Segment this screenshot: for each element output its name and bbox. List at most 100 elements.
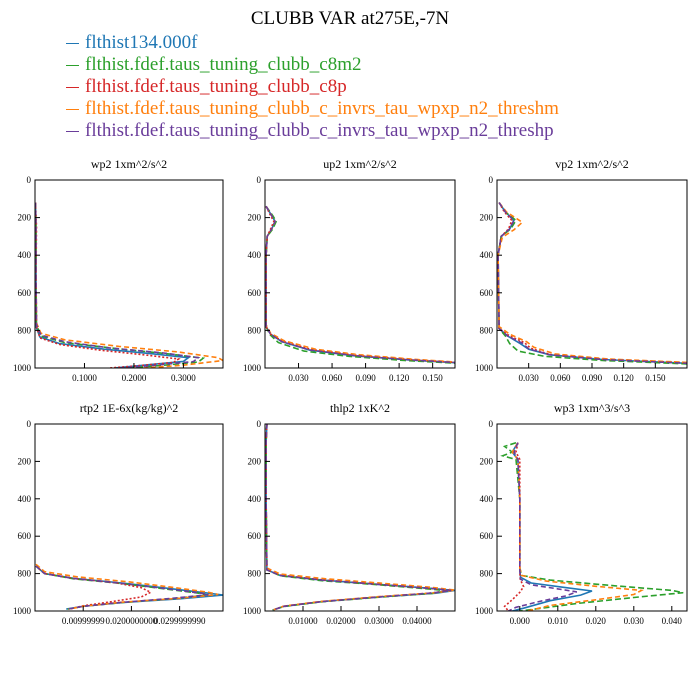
series-line — [497, 202, 687, 365]
legend-line-icon — [66, 109, 79, 111]
y-tick-label: 400 — [18, 250, 32, 260]
x-tick-label: 0.030 — [288, 373, 309, 383]
y-tick-label: 200 — [248, 456, 262, 466]
panel-title: wp3 1xm^3/s^3 — [554, 401, 630, 415]
panel-title: rtp2 1E-6x(kg/kg)^2 — [80, 401, 179, 415]
legend-line-icon — [66, 65, 79, 67]
y-tick-label: 200 — [248, 213, 262, 223]
y-tick-label: 1000 — [243, 606, 262, 616]
y-tick-label: 0 — [257, 419, 262, 429]
legend-item: flthist.fdef.taus_tuning_clubb_c8m2 — [66, 54, 559, 76]
chart-panel-4: rtp2 1E-6x(kg/kg)^2 0 200 400 600 800 1000 0.00… — [13, 401, 224, 626]
legend-line-icon — [66, 87, 79, 89]
chart-panel-1: wp2 1xm^2/s^2 0 200 400 600 800 1000 0.1000 0.20… — [13, 157, 224, 383]
panel-title: wp2 1xm^2/s^2 — [91, 157, 167, 171]
series-line — [35, 202, 206, 368]
legend-item: flthist134.000f — [66, 32, 559, 54]
legend-item: flthist.fdef.taus_tuning_clubb_c_invrs_t… — [66, 98, 559, 120]
chart-panel-3: vp2 1xm^2/s^2 0 200 400 600 800 1000 0.030 0.060… — [475, 157, 688, 383]
y-tick-label: 800 — [480, 569, 494, 579]
series-line — [508, 442, 578, 611]
y-tick-label: 600 — [248, 531, 262, 541]
x-tick-label: 0.3000 — [171, 373, 196, 383]
y-tick-label: 400 — [248, 494, 262, 504]
series-line — [35, 565, 209, 610]
series-line — [265, 205, 455, 363]
legend-item: flthist.fdef.taus_tuning_clubb_c_invrs_t… — [66, 120, 559, 142]
x-tick-label: 0.1000 — [72, 373, 97, 383]
series-line — [497, 202, 687, 365]
y-tick-label: 200 — [18, 213, 32, 223]
series-line — [503, 442, 525, 611]
legend-label: flthist.fdef.taus_tuning_clubb_c_invrs_t… — [85, 98, 559, 119]
legend-label: flthist.fdef.taus_tuning_clubb_c8m2 — [85, 54, 362, 75]
legend-label: flthist.fdef.taus_tuning_clubb_c8p — [85, 76, 347, 97]
plot-frame — [264, 423, 456, 612]
y-tick-label: 800 — [248, 325, 262, 335]
x-tick-label: 0.0200000000 — [106, 616, 158, 626]
x-tick-label: 0.00999999 — [62, 616, 105, 626]
y-tick-label: 0 — [489, 419, 494, 429]
x-tick-label: 0.150 — [645, 373, 666, 383]
series-line — [500, 441, 684, 611]
series-line — [35, 202, 191, 368]
series-line — [497, 202, 687, 365]
x-tick-label: 0.0299999990 — [154, 616, 206, 626]
y-tick-label: 1000 — [475, 363, 494, 373]
y-tick-label: 0 — [27, 175, 32, 185]
series-line — [511, 442, 593, 611]
y-tick-label: 1000 — [13, 363, 32, 373]
x-tick-label: 0.120 — [389, 373, 410, 383]
y-tick-label: 400 — [480, 494, 494, 504]
figure-title: CLUBB VAR at275E,-7N — [250, 8, 450, 29]
y-tick-label: 600 — [480, 531, 494, 541]
series-line — [265, 424, 452, 611]
legend-item: flthist.fdef.taus_tuning_clubb_c8p — [66, 76, 559, 98]
x-tick-label: 0.120 — [614, 373, 635, 383]
plot-frame — [264, 179, 456, 369]
legend-line-icon — [66, 43, 79, 45]
plot-frame — [34, 179, 224, 369]
chart-panel-5: thlp2 1xK^2 0 200 400 600 800 1000 0.01000 0.020… — [243, 401, 456, 626]
y-tick-label: 1000 — [243, 363, 262, 373]
x-tick-label: 0.150 — [423, 373, 444, 383]
y-tick-label: 800 — [18, 569, 32, 579]
y-tick-label: 600 — [18, 288, 32, 298]
x-tick-label: 0.03000 — [364, 616, 394, 626]
series-line — [265, 205, 455, 364]
y-tick-label: 0 — [489, 175, 494, 185]
series-line — [35, 202, 201, 368]
y-tick-label: 0 — [257, 175, 262, 185]
chart-panel-6: wp3 1xm^3/s^3 0 200 400 600 800 1000 0.000 0.010… — [475, 401, 688, 626]
y-tick-label: 200 — [480, 456, 494, 466]
y-tick-label: 600 — [248, 288, 262, 298]
x-tick-label: 0.020 — [586, 616, 607, 626]
y-tick-label: 0 — [27, 419, 32, 429]
series-line — [35, 202, 181, 368]
series-line — [35, 565, 209, 610]
y-tick-label: 800 — [480, 325, 494, 335]
series-line — [265, 205, 455, 364]
y-tick-label: 400 — [248, 250, 262, 260]
y-tick-label: 200 — [480, 213, 494, 223]
series-line — [265, 205, 455, 364]
legend-label: flthist.fdef.taus_tuning_clubb_c_invrs_t… — [85, 120, 554, 141]
y-tick-label: 1000 — [13, 606, 32, 616]
y-tick-label: 600 — [480, 288, 494, 298]
panel-title: vp2 1xm^2/s^2 — [555, 157, 629, 171]
series-line — [497, 202, 687, 364]
legend: flthist134.000f flthist.fdef.taus_tuning_… — [66, 32, 559, 142]
x-tick-label: 0.040 — [662, 616, 683, 626]
panel-title: up2 1xm^2/s^2 — [323, 157, 397, 171]
plot-frame — [496, 179, 688, 369]
series-line — [497, 202, 687, 364]
x-tick-label: 0.010 — [548, 616, 569, 626]
panel-title: thlp2 1xK^2 — [330, 401, 390, 415]
series-line — [35, 202, 223, 368]
x-tick-label: 0.2000 — [122, 373, 147, 383]
x-tick-label: 0.090 — [582, 373, 603, 383]
plot-frame — [496, 423, 688, 612]
legend-line-icon — [66, 131, 79, 133]
x-tick-label: 0.04000 — [402, 616, 432, 626]
